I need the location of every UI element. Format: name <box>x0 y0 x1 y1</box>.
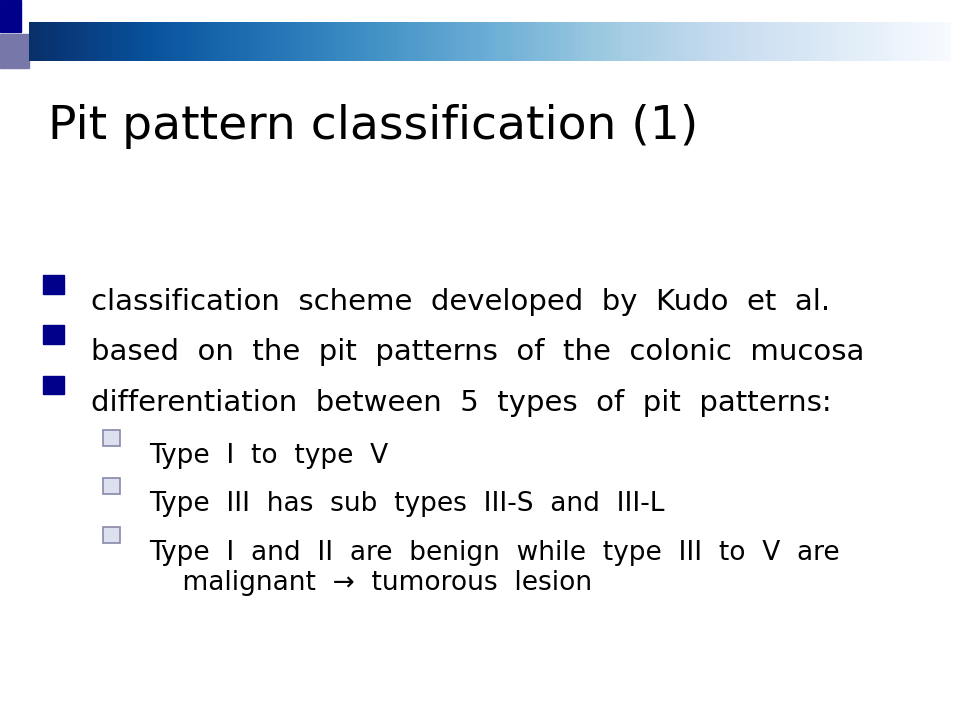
Text: classification  scheme  developed  by  Kudo  et  al.: classification scheme developed by Kudo … <box>91 288 830 316</box>
Bar <box>103 430 120 446</box>
Text: based  on  the  pit  patterns  of  the  colonic  mucosa: based on the pit patterns of the colonic… <box>91 338 865 366</box>
Bar <box>103 478 120 494</box>
Bar <box>43 325 64 344</box>
Text: Pit pattern classification (1): Pit pattern classification (1) <box>48 104 698 149</box>
Bar <box>0 0 21 32</box>
Bar <box>103 527 120 543</box>
Bar <box>43 376 64 395</box>
Bar <box>0 34 29 68</box>
Text: differentiation  between  5  types  of  pit  patterns:: differentiation between 5 types of pit p… <box>91 389 831 417</box>
Text: Type  III  has  sub  types  III-S  and  III-L: Type III has sub types III-S and III-L <box>149 491 664 517</box>
Text: Type  I  to  type  V: Type I to type V <box>149 443 388 469</box>
Text: Type  I  and  II  are  benign  while  type  III  to  V  are
    malignant  →  tu: Type I and II are benign while type III … <box>149 540 839 596</box>
Bar <box>43 275 64 294</box>
